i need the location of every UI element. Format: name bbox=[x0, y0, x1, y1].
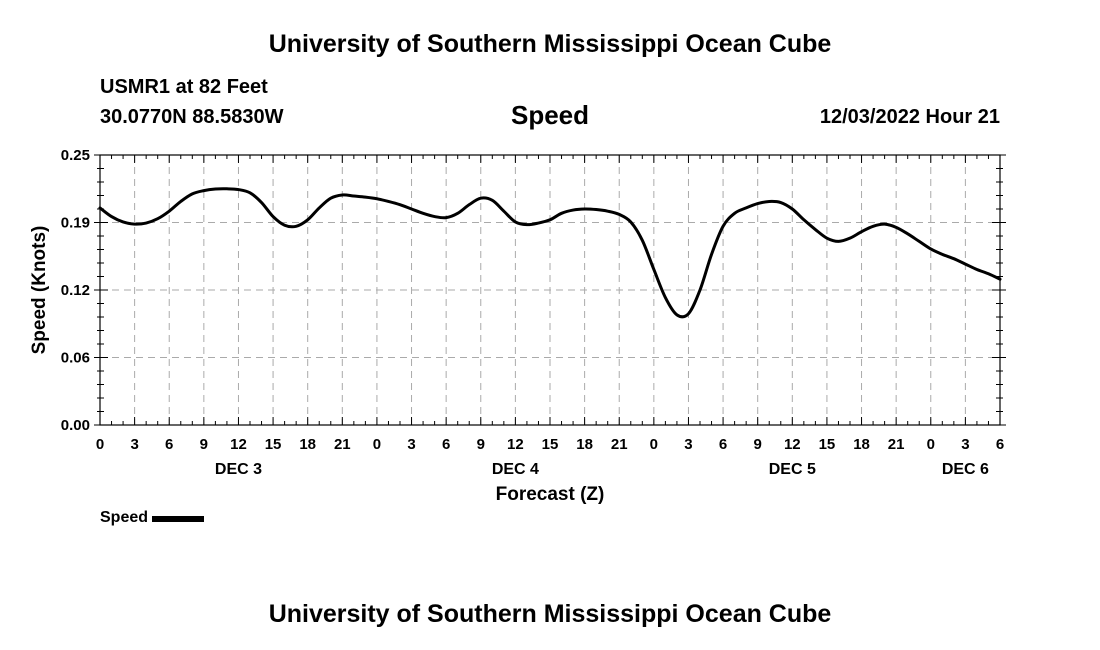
y-tick-label: 0.19 bbox=[61, 215, 90, 232]
x-tick-label: 15 bbox=[265, 436, 282, 453]
chart-title: Speed bbox=[510, 100, 590, 130]
x-tick-label: 21 bbox=[611, 436, 628, 453]
x-axis-label: Forecast (Z) bbox=[496, 484, 605, 505]
day-label: DEC 5 bbox=[769, 461, 816, 478]
day-label: DEC 4 bbox=[492, 461, 539, 478]
day-labels: DEC 3 DEC 4 DEC 5 DEC 6 bbox=[215, 461, 989, 478]
x-tick-label: 6 bbox=[442, 436, 450, 453]
x-tick-label: 9 bbox=[200, 436, 208, 453]
x-axis-ticks: 0 3 6 9 12 15 18 21 0 3 6 9 12 15 18 21 0 3 6 9 12 15 18 21 0 3 6 bbox=[96, 155, 1004, 453]
station-coordinates: 30.0770N 88.5830W bbox=[100, 106, 284, 128]
grid-lines bbox=[100, 155, 1000, 425]
x-tick-label: 15 bbox=[819, 436, 836, 453]
forecast-datetime: 12/03/2022 Hour 21 bbox=[819, 106, 1000, 128]
x-tick-label: 6 bbox=[719, 436, 727, 453]
x-tick-label: 9 bbox=[477, 436, 485, 453]
station-label: USMR1 at 82 Feet bbox=[100, 76, 268, 98]
legend-label-speed: Speed bbox=[100, 509, 149, 526]
x-tick-label: 6 bbox=[996, 436, 1004, 453]
x-tick-label: 9 bbox=[754, 436, 762, 453]
x-tick-label: 12 bbox=[230, 436, 247, 453]
page-title-bottom: University of Southern Mississippi Ocean… bbox=[268, 600, 832, 628]
y-axis-ticks: 0.00 0.06 0.12 0.19 0.25 bbox=[61, 147, 1006, 434]
x-tick-label: 15 bbox=[542, 436, 559, 453]
x-tick-label: 6 bbox=[165, 436, 173, 453]
x-tick-label: 3 bbox=[407, 436, 415, 453]
speed-series-line bbox=[98, 187, 1002, 319]
x-tick-label: 0 bbox=[650, 436, 658, 453]
x-tick-label: 3 bbox=[684, 436, 692, 453]
day-label: DEC 3 bbox=[215, 461, 262, 478]
x-tick-label: 21 bbox=[888, 436, 905, 453]
x-tick-label: 21 bbox=[334, 436, 351, 453]
page-title-top: University of Southern Mississippi Ocean… bbox=[268, 30, 832, 58]
y-tick-label: 0.00 bbox=[61, 417, 90, 434]
y-tick-label: 0.12 bbox=[61, 282, 90, 299]
legend: Speed bbox=[100, 509, 205, 527]
x-tick-label: 0 bbox=[96, 436, 104, 453]
y-tick-label: 0.06 bbox=[61, 350, 90, 367]
x-tick-label: 3 bbox=[961, 436, 969, 453]
x-tick-label: 3 bbox=[130, 436, 138, 453]
y-axis-label: Speed (Knots) bbox=[29, 226, 50, 355]
day-label: DEC 6 bbox=[942, 461, 989, 478]
speed-chart: 0.00 0.06 0.12 0.19 0.25 0 3 6 9 12 15 18 21 0 3 6 9 12 1… bbox=[29, 147, 1006, 505]
x-tick-label: 12 bbox=[507, 436, 524, 453]
x-tick-label: 0 bbox=[927, 436, 935, 453]
x-tick-label: 0 bbox=[373, 436, 381, 453]
x-tick-label: 18 bbox=[576, 436, 593, 453]
legend-swatch-speed bbox=[152, 516, 205, 522]
x-tick-label: 12 bbox=[784, 436, 801, 453]
y-tick-label: 0.25 bbox=[61, 147, 90, 164]
x-tick-label: 18 bbox=[853, 436, 870, 453]
x-tick-label: 18 bbox=[299, 436, 316, 453]
